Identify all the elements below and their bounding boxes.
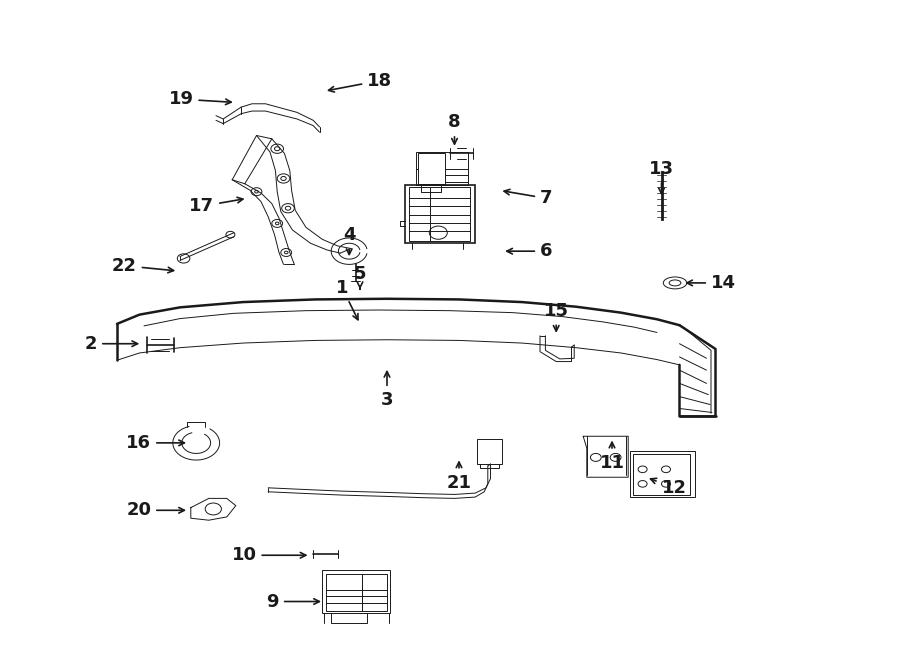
Bar: [630, 451, 695, 497]
Text: 6: 6: [507, 242, 553, 260]
Bar: [322, 570, 390, 613]
Text: 7: 7: [504, 189, 553, 208]
Bar: [326, 574, 362, 611]
Text: 12: 12: [651, 479, 687, 497]
Text: 3: 3: [381, 371, 393, 409]
Text: 20: 20: [126, 501, 184, 520]
Text: 15: 15: [544, 301, 569, 331]
Text: 16: 16: [126, 434, 184, 452]
Text: 4: 4: [343, 225, 356, 254]
Bar: [405, 185, 475, 243]
Text: 2: 2: [85, 334, 138, 353]
Bar: [633, 454, 690, 495]
Bar: [477, 439, 502, 464]
Bar: [416, 152, 468, 185]
Bar: [362, 574, 387, 611]
Text: 1: 1: [336, 278, 358, 320]
Text: 17: 17: [189, 197, 243, 215]
Text: 11: 11: [599, 442, 625, 472]
Text: 9: 9: [266, 592, 320, 611]
Bar: [409, 187, 470, 241]
Text: 8: 8: [448, 113, 461, 144]
Text: 13: 13: [649, 159, 674, 194]
Text: 5: 5: [354, 265, 366, 289]
Text: 14: 14: [687, 274, 736, 292]
Text: 19: 19: [168, 90, 231, 108]
Bar: [331, 613, 367, 623]
Text: 10: 10: [231, 546, 306, 564]
Bar: [418, 153, 445, 184]
Text: 21: 21: [446, 462, 472, 492]
Text: 18: 18: [328, 71, 392, 92]
Text: 22: 22: [112, 256, 174, 275]
